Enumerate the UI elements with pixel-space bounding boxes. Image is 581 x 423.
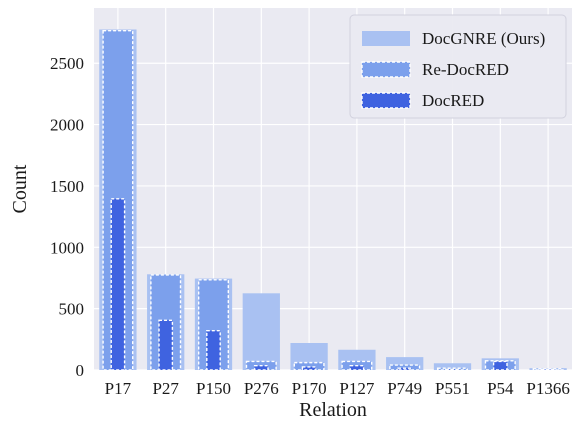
legend-label: DocRED: [422, 91, 484, 110]
x-axis-label: Relation: [299, 399, 367, 421]
y-tick-label: 2000: [50, 116, 84, 135]
x-tick-label: P749: [387, 379, 422, 398]
bar-docred-p54: [492, 360, 508, 371]
legend-swatch: [361, 61, 411, 78]
x-tick-label: P150: [196, 379, 231, 398]
y-axis-ticks: 0 500 1000 1500 2000 2500: [50, 54, 84, 380]
x-tick-label: P54: [487, 379, 514, 398]
bar-docred-p27: [158, 319, 174, 371]
y-tick-label: 0: [76, 361, 85, 380]
x-tick-label: P551: [435, 379, 470, 398]
y-tick-label: 2500: [50, 54, 84, 73]
y-tick-label: 500: [59, 300, 85, 319]
bar-docred-p150: [206, 330, 221, 371]
y-tick-label: 1000: [50, 238, 84, 257]
bar-docred-p276: [253, 365, 269, 371]
bar-docred-p127: [349, 365, 365, 371]
y-tick-label: 1500: [50, 177, 84, 196]
legend-label: Re-DocRED: [422, 60, 509, 79]
bars: [99, 29, 567, 371]
x-tick-label: P1366: [526, 379, 569, 398]
bar-docred-p749: [397, 367, 413, 371]
legend-swatch: [361, 92, 411, 109]
legend-swatch: [362, 31, 410, 46]
x-tick-label: P27: [152, 379, 179, 398]
bar-docgnre-ours-p276: [242, 293, 280, 370]
bar-docred-p551: [445, 368, 460, 371]
legend: DocGNRE (Ours) Re-DocRED DocRED: [349, 14, 567, 119]
x-tick-label: P170: [292, 379, 327, 398]
bar-docred-p17: [110, 198, 126, 371]
x-tick-label: P127: [339, 379, 374, 398]
x-tick-label: P276: [244, 379, 279, 398]
bar-docred-p1366: [540, 368, 556, 371]
bar-docgnre-ours-p551: [433, 363, 472, 370]
x-axis-ticks: P17 P27 P150 P276 P170 P127 P749 P551 P54 P1366: [105, 379, 570, 398]
x-tick-label: P17: [105, 379, 132, 398]
bar-docred-p170: [301, 366, 317, 371]
legend-label: DocGNRE (Ours): [422, 29, 545, 48]
y-axis-label: Count: [9, 164, 31, 213]
